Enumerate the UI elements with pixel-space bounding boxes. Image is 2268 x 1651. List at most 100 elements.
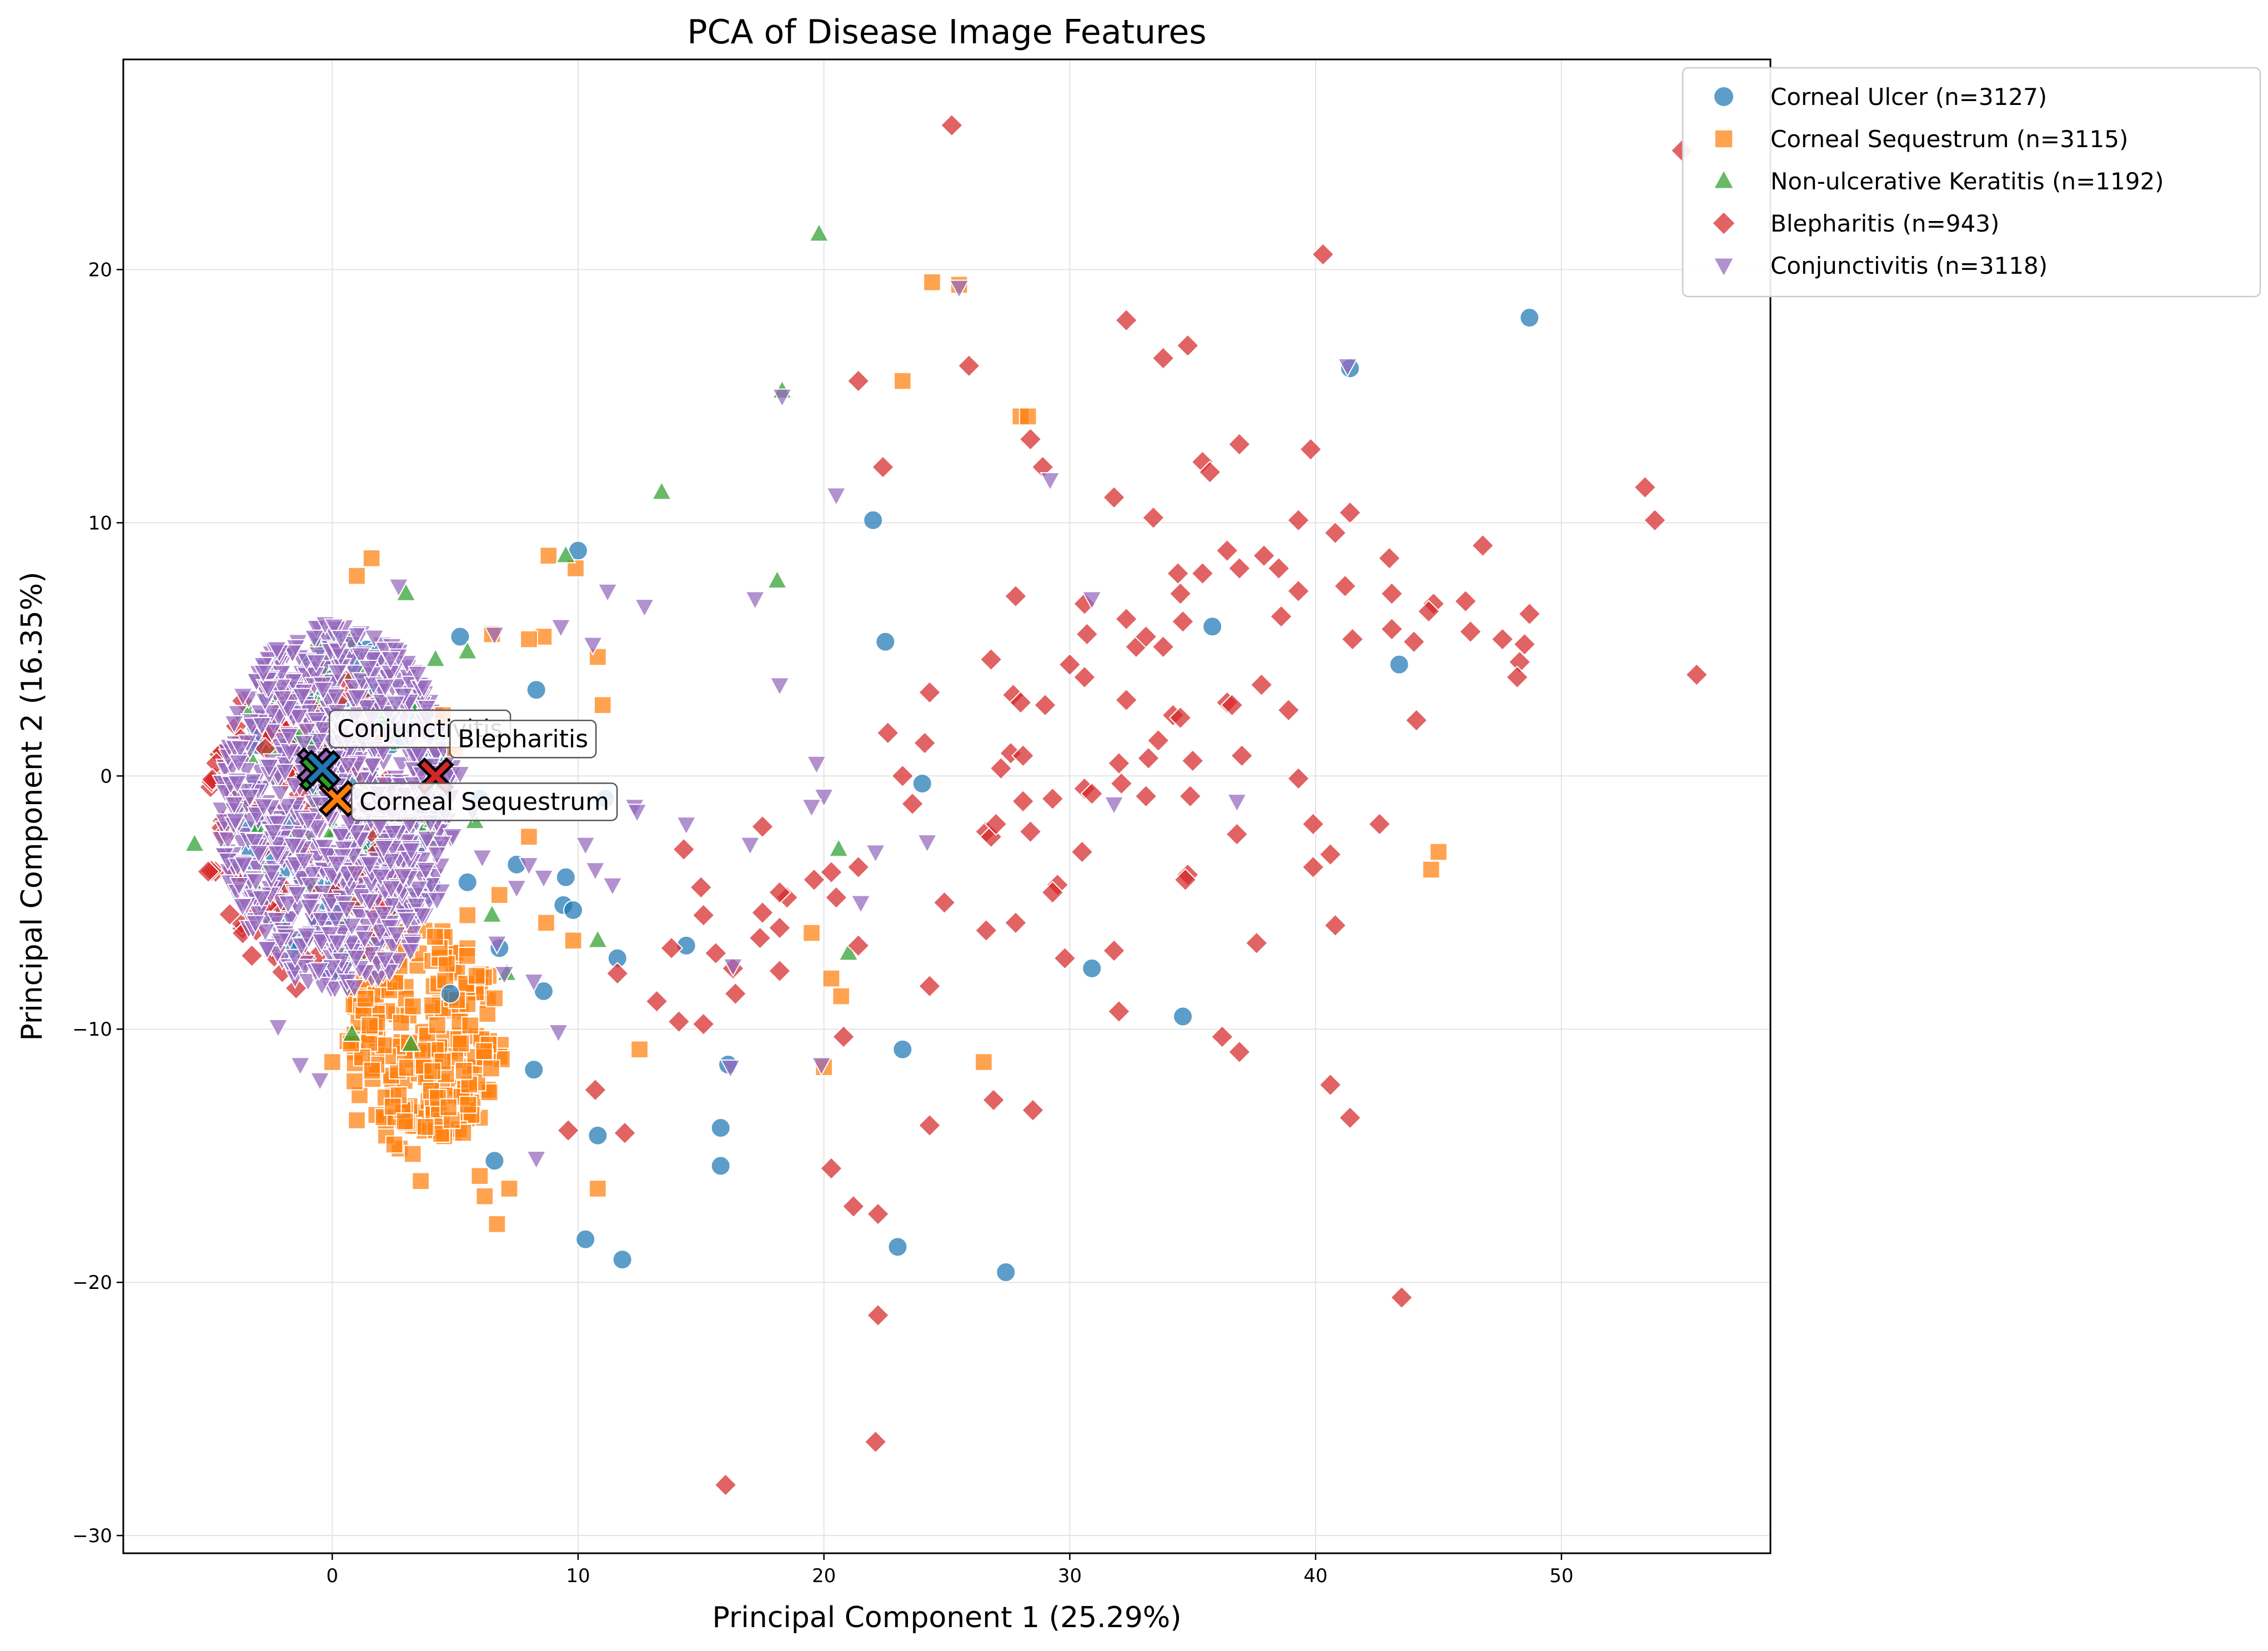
data-point (451, 1034, 470, 1053)
data-point (875, 631, 896, 652)
data-point (1338, 501, 1362, 525)
data-point (630, 1040, 649, 1058)
data-point (354, 930, 375, 950)
data-point (1134, 784, 1158, 808)
data-point (261, 704, 282, 724)
data-point (1250, 673, 1273, 697)
data-point (388, 952, 409, 971)
data-point (822, 969, 841, 988)
data-point (537, 914, 555, 932)
data-point (828, 837, 849, 857)
data-point (400, 842, 422, 862)
data-point (304, 629, 325, 649)
data-point (613, 1121, 637, 1145)
data-point (439, 1098, 458, 1117)
data-point (337, 756, 358, 776)
data-point (454, 1123, 473, 1142)
data-point (1270, 605, 1293, 629)
legend-box (1682, 67, 2261, 298)
data-point (593, 696, 612, 714)
data-point (227, 775, 248, 794)
data-point (1227, 556, 1251, 580)
data-point (426, 891, 448, 911)
data-point (1338, 1106, 1362, 1130)
data-point (1633, 475, 1657, 499)
data-point (279, 727, 300, 747)
data-point (1041, 787, 1065, 811)
data-point (1230, 744, 1254, 767)
data-point (1178, 784, 1202, 808)
data-point (1172, 1006, 1193, 1027)
data-point (1168, 582, 1192, 605)
data-point (1458, 620, 1482, 644)
legend-entry-label: Conjunctivitis (n=3118) (1770, 252, 2048, 279)
data-point (261, 864, 282, 884)
data-point (676, 816, 697, 836)
data-point (426, 846, 448, 866)
data-point (710, 1118, 731, 1138)
data-point (846, 369, 870, 393)
data-point (526, 680, 546, 700)
data-point (1115, 688, 1138, 712)
data-point (370, 868, 392, 888)
data-point (1227, 433, 1251, 456)
data-point (520, 827, 538, 846)
legend-marker (1713, 257, 1735, 278)
data-point (865, 844, 886, 864)
data-point (901, 792, 924, 816)
data-point (1033, 693, 1057, 717)
centroid-label-text: Blepharitis (458, 725, 588, 753)
data-point (245, 915, 266, 934)
data-point (1166, 561, 1190, 585)
data-point (1341, 628, 1364, 651)
y-tick-label: 0 (100, 765, 112, 787)
data-point (745, 591, 766, 610)
data-point (605, 961, 629, 985)
data-point (228, 754, 249, 774)
legend-marker (1711, 210, 1737, 236)
data-point (481, 904, 503, 923)
data-point (253, 797, 274, 817)
data-point (866, 1303, 890, 1327)
data-point (298, 812, 319, 831)
data-point (308, 732, 329, 752)
x-tick-label: 20 (812, 1565, 836, 1587)
data-point (1368, 812, 1392, 836)
data-point (458, 906, 477, 925)
data-point (1390, 1286, 1413, 1309)
data-point (583, 1078, 607, 1102)
data-point (864, 1430, 887, 1454)
data-point (1003, 911, 1027, 935)
data-point (486, 935, 508, 955)
data-point (344, 978, 365, 998)
data-point (1318, 1073, 1342, 1097)
data-point (751, 815, 774, 839)
data-point (258, 759, 280, 778)
data-point (612, 1249, 633, 1270)
legend-entry-label: Corneal Ulcer (n=3127) (1770, 83, 2047, 111)
data-point (1389, 654, 1409, 675)
data-point (1245, 931, 1268, 955)
data-point (720, 1059, 741, 1079)
data-point (266, 911, 287, 931)
data-point (278, 895, 299, 915)
data-point (290, 1057, 311, 1076)
data-point (1323, 521, 1347, 545)
data-point (597, 583, 618, 603)
data-point (467, 966, 486, 985)
centroid-marker (304, 750, 342, 787)
data-point (1252, 544, 1276, 568)
centroid-label-text: Corneal Sequestrum (359, 787, 609, 816)
data-point (261, 723, 283, 743)
data-point (1333, 574, 1357, 598)
data-point (359, 893, 380, 912)
data-point (974, 919, 998, 942)
data-point (1058, 653, 1082, 676)
data-point (251, 716, 273, 736)
data-point (689, 875, 713, 899)
data-point (1070, 840, 1094, 864)
data-point (916, 834, 938, 854)
data-point (1110, 772, 1133, 795)
data-point (232, 688, 254, 707)
data-point (323, 1053, 342, 1071)
